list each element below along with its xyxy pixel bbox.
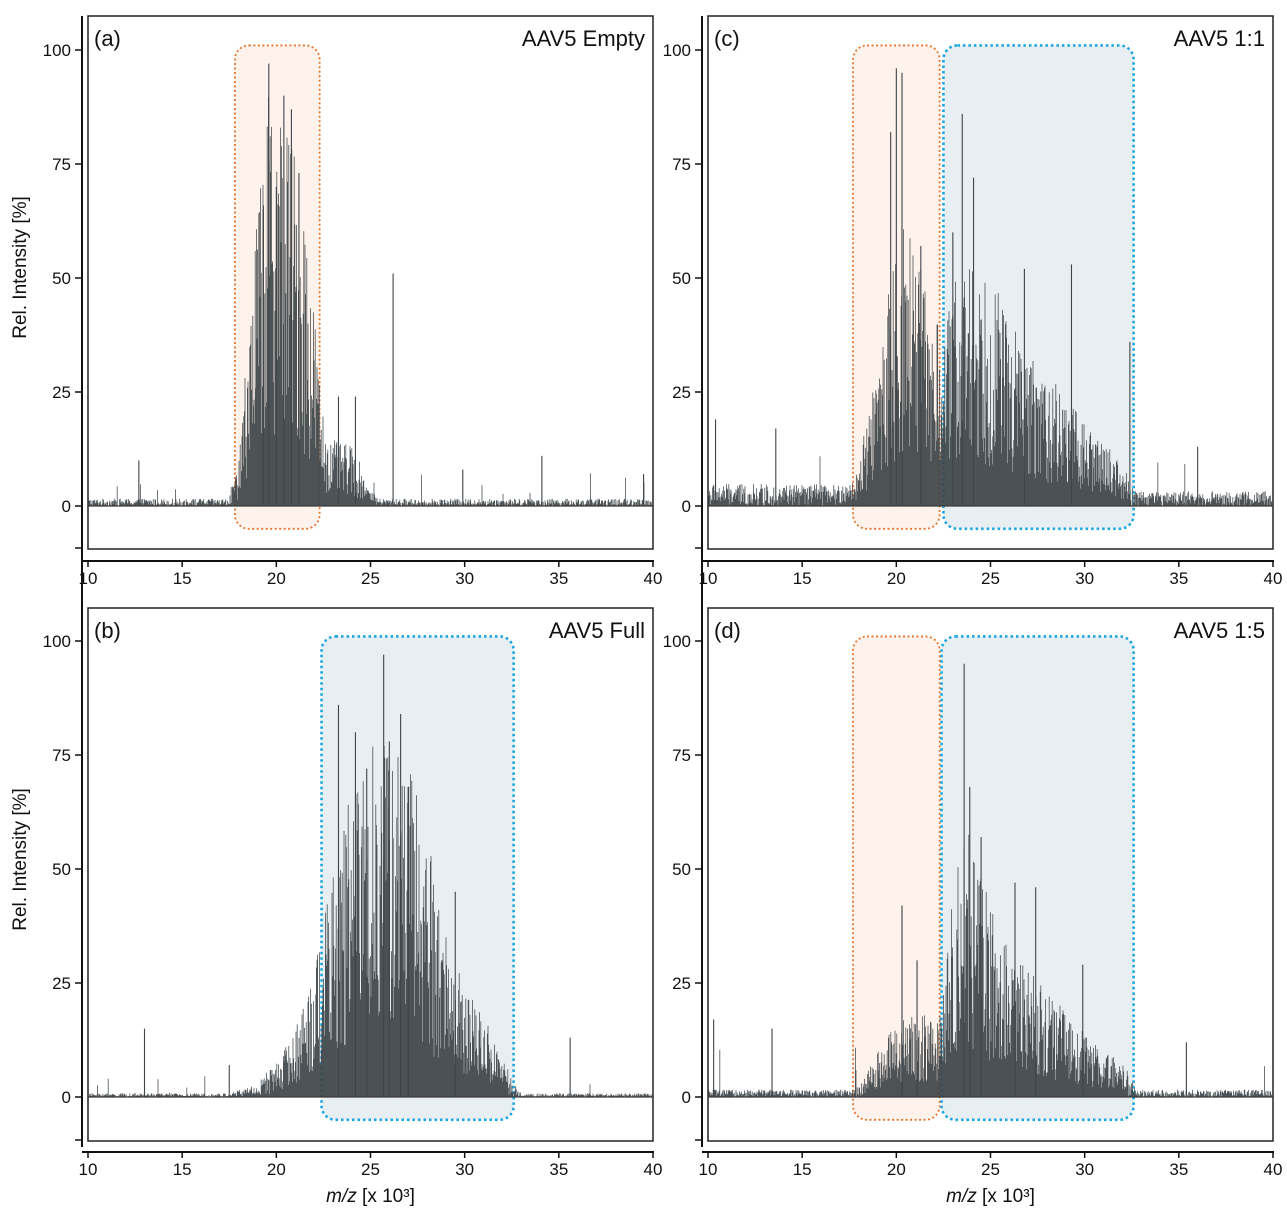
x-tick-label: 25 <box>361 569 380 588</box>
x-tick-label: 35 <box>1169 569 1188 588</box>
x-tick-label: 10 <box>79 569 98 588</box>
spectrum-lines <box>708 834 1273 1097</box>
empty-capsid-region <box>852 635 941 1121</box>
y-tick-label: 75 <box>672 746 691 765</box>
panel-title: AAV5 1:1 <box>1174 26 1265 51</box>
y-tick-label: 0 <box>62 1088 71 1107</box>
panel-letter: (d) <box>714 618 741 643</box>
panel-title: AAV5 1:5 <box>1174 618 1265 643</box>
x-tick-label: 10 <box>699 1160 718 1179</box>
plot-frame <box>87 15 654 550</box>
x-tick-label: 30 <box>1075 1160 1094 1179</box>
y-tick-label: 100 <box>43 41 71 60</box>
x-axis-label: m/z [x 10³] <box>946 1186 1035 1207</box>
y-tick-label: 25 <box>672 974 691 993</box>
x-tick-label: 25 <box>981 1160 1000 1179</box>
panel-title: AAV5 Full <box>549 618 645 643</box>
y-tick-label: 0 <box>62 497 71 516</box>
x-tick-label: 25 <box>981 569 1000 588</box>
y-tick-label: 100 <box>663 41 691 60</box>
x-tick-label: 35 <box>549 1160 568 1179</box>
panel-letter: (c) <box>714 26 740 51</box>
y-tick-label: 75 <box>52 746 71 765</box>
x-tick-label: 25 <box>361 1160 380 1179</box>
full-capsid-region <box>940 635 1135 1122</box>
y-tick-label: 100 <box>663 632 691 651</box>
panel-letter: (b) <box>94 618 121 643</box>
y-tick-label: 0 <box>682 497 691 516</box>
x-tick-label: 40 <box>1264 1160 1283 1179</box>
x-tick-label: 20 <box>887 569 906 588</box>
x-axis-label: m/z [x 10³] <box>326 1186 415 1207</box>
x-tick-label: 10 <box>699 569 718 588</box>
y-tick-label: 50 <box>52 860 71 879</box>
y-tick-label: 75 <box>672 155 691 174</box>
x-tick-label: 40 <box>1264 569 1283 588</box>
x-tick-label: 15 <box>173 569 192 588</box>
x-tick-label: 30 <box>455 569 474 588</box>
y-tick-label: 25 <box>672 383 691 402</box>
y-tick-label: 25 <box>52 974 71 993</box>
y-tick-label: 0 <box>682 1088 691 1107</box>
panel-letter: (a) <box>94 26 121 51</box>
x-tick-label: 35 <box>549 569 568 588</box>
x-tick-label: 40 <box>644 569 663 588</box>
x-tick-label: 20 <box>267 569 286 588</box>
y-axis-label: Rel. Intensity [%] <box>10 196 31 339</box>
y-tick-label: 25 <box>52 383 71 402</box>
y-tick-label: 50 <box>52 269 71 288</box>
chart-panel: 0 25 50 75 100 10 15 20 25 30 35 40 (c) AAV5 1:1 <box>663 15 1283 588</box>
y-tick-label: 100 <box>43 632 71 651</box>
y-tick-label: 50 <box>672 860 691 879</box>
y-tick-label: 50 <box>672 269 691 288</box>
x-tick-label: 10 <box>79 1160 98 1179</box>
x-tick-label: 20 <box>267 1160 286 1179</box>
x-tick-label: 15 <box>793 1160 812 1179</box>
y-tick-label: 75 <box>52 155 71 174</box>
x-tick-label: 15 <box>173 1160 192 1179</box>
x-tick-label: 15 <box>793 569 812 588</box>
x-tick-label: 30 <box>1075 569 1094 588</box>
y-axis-label: Rel. Intensity [%] <box>10 788 31 931</box>
full-capsid-region <box>942 44 1135 531</box>
chart-panel: 0 25 50 75 100 10 15 20 25 30 35 40 (a) AAV5 Empty Rel… <box>10 15 663 588</box>
x-tick-label: 20 <box>887 1160 906 1179</box>
x-tick-label: 30 <box>455 1160 474 1179</box>
x-tick-label: 35 <box>1169 1160 1188 1179</box>
x-tick-label: 40 <box>644 1160 663 1179</box>
panel-title: AAV5 Empty <box>522 26 645 51</box>
